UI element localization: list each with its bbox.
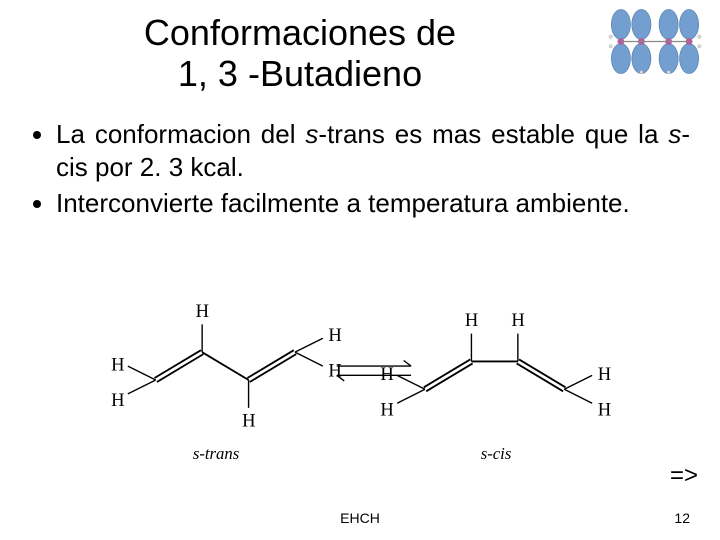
title-line-1: Conformaciones de [144,12,456,53]
bullet-1: La conformacion del s-trans es mas estab… [56,118,690,183]
butadiene-conformers-diagram: HHHHHHs-transHHHHHHs-cis [100,280,620,480]
title-line-2: 1, 3 -Butadieno [178,53,422,94]
svg-text:s-trans: s-trans [193,444,239,463]
svg-text:H: H [598,399,611,420]
svg-text:H: H [242,410,255,431]
svg-text:H: H [465,310,478,331]
svg-text:H: H [111,390,124,411]
svg-text:H: H [328,325,341,346]
footer-author: EHCH [0,510,720,526]
svg-text:H: H [380,399,393,420]
svg-text:H: H [111,355,124,376]
continue-arrow: => [670,462,698,490]
svg-text:H: H [380,364,393,385]
slide-title: Conformaciones de 1, 3 -Butadieno [0,12,600,95]
svg-text:s-cis: s-cis [481,444,512,463]
orbital-illustration [600,4,710,79]
svg-text:H: H [196,301,209,322]
svg-text:H: H [598,364,611,385]
page-number: 12 [674,510,690,526]
svg-text:H: H [511,310,524,331]
bullet-list: La conformacion del s-trans es mas estab… [30,118,690,224]
bullet-2: Interconvierte facilmente a temperatura … [56,187,690,220]
